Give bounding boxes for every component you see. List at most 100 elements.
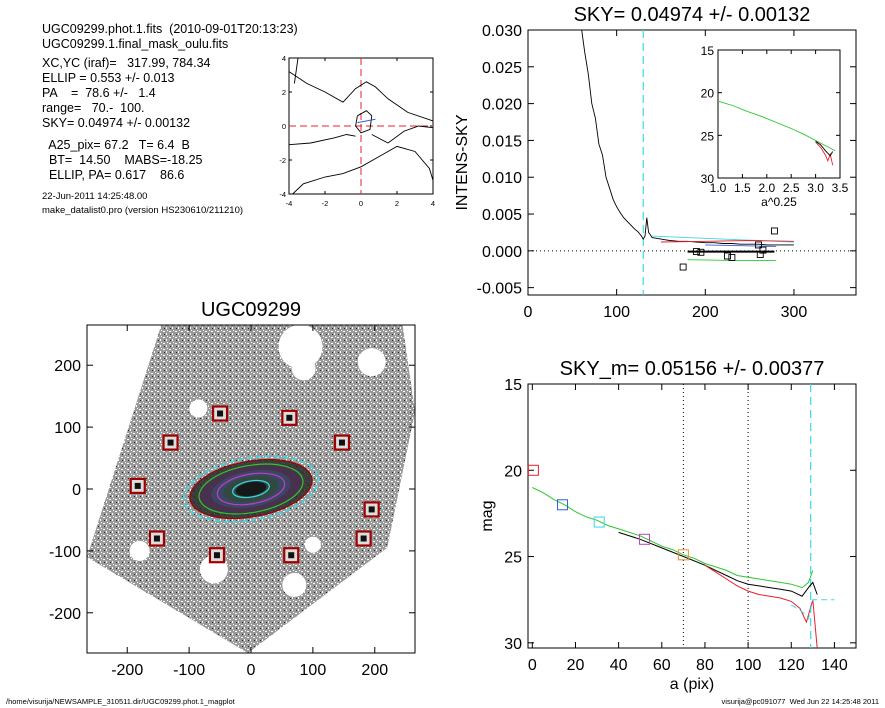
inset-series-green (717, 100, 836, 152)
sky-y-tick-label: 0.005 (482, 207, 522, 224)
sky-point-box (728, 254, 736, 261)
info-line: PA = 78.6 +/- 1.4 (42, 86, 156, 100)
image-mask-hole (189, 399, 208, 418)
sky-series-blue (705, 244, 777, 247)
mag-series-red (704, 564, 818, 648)
mag-x-tick-label: 140 (821, 657, 848, 674)
mag-x-tick-label: 80 (696, 657, 714, 674)
mag-x-tick-label: 20 (567, 657, 585, 674)
info-line: BT= 14.50 MABS=-18.25 (42, 153, 203, 167)
mag-x-tick-label: 60 (653, 657, 671, 674)
mag-series-cyan (791, 599, 835, 620)
sky-y-tick-label: 0.000 (482, 244, 522, 261)
info-program: make_datalist0.pro (version HS230610/211… (42, 205, 244, 216)
sky-title: SKY= 0.04974 +/- 0.00132 (574, 4, 811, 26)
mag-point-box (527, 464, 539, 476)
inset-x-tick-label: 2.5 (783, 181, 800, 195)
inset-x-tick-label: 3.0 (807, 181, 824, 195)
mag-ylabel: mag (479, 500, 496, 531)
sky-frame (527, 29, 857, 296)
contour-line (292, 145, 434, 195)
mag-x-tick-label: 120 (778, 657, 805, 674)
image-y-tick-label: 100 (54, 420, 81, 437)
sky-x-tick-label: 100 (603, 304, 630, 321)
contour-line (371, 125, 434, 144)
mag-title: SKY_m= 0.05156 +/- 0.00377 (560, 358, 825, 380)
sky-point-box (759, 246, 767, 254)
info-line: ELLIP = 0.553 +/- 0.013 (42, 71, 175, 85)
image-y-tick-label: -200 (49, 606, 81, 623)
mag-y-tick-label: 30 (504, 636, 522, 653)
sky-x-tick-label: 300 (781, 304, 808, 321)
inset-y-tick-label: 25 (701, 129, 715, 143)
info-line: UGC09299.phot.1.fits (2010-09-01T20:13:2… (42, 22, 298, 36)
star-core (213, 552, 220, 559)
info-line: ELLIP, PA= 0.617 86.6 (42, 168, 185, 182)
image-mask-hole (129, 540, 150, 561)
star-core (167, 439, 174, 446)
info-line: SKY= 0.04974 +/- 0.00132 (42, 116, 191, 130)
inset-x-tick-label: 2.0 (758, 181, 775, 195)
image-mask-hole (282, 572, 307, 597)
star-core (153, 535, 160, 542)
sky-point-box (679, 263, 687, 271)
contour-y-tick-label: -4 (279, 190, 286, 199)
image-mask-hole (291, 356, 316, 381)
contour-y-tick-label: 0 (282, 122, 286, 131)
isophote-ellipse (216, 472, 286, 506)
contour-line (293, 57, 299, 84)
star-core (360, 535, 367, 542)
sky-y-tick-label: 0.020 (482, 97, 522, 114)
sky-point-box (724, 252, 731, 260)
mag-point-box (677, 549, 689, 561)
inset-y-tick-label: 30 (701, 172, 715, 186)
isophote-ellipse (232, 479, 270, 499)
inset-y-tick-label: 20 (701, 87, 715, 101)
contour-y-tick-label: -2 (279, 156, 286, 165)
inset-y-tick-label: 15 (701, 44, 715, 58)
image-mask-hole (278, 325, 323, 369)
image-x-tick-label: -100 (173, 662, 205, 679)
inset-xlabel: a^0.25 (761, 195, 797, 209)
sky-y-tick-label: 0.015 (482, 133, 522, 150)
image-mask-hole (357, 348, 386, 377)
contour-x-tick-label: -2 (322, 199, 329, 208)
inset-series-black (815, 140, 834, 157)
sky-y-tick-label: 0.025 (482, 60, 522, 77)
image-y-tick-label: 200 (54, 358, 81, 375)
contour-x-tick-label: 0 (359, 199, 363, 208)
mag-x-tick-label: 40 (610, 657, 628, 674)
sky-point-box (692, 248, 700, 256)
inset-x-tick-label: 1.0 (710, 181, 727, 195)
isophote-ellipse (189, 458, 313, 520)
sky-series-black (581, 30, 794, 246)
image-title: UGC09299 (201, 299, 301, 321)
footer-path: /home/visurija/NEWSAMPLE_310511.dir/UGC0… (6, 697, 235, 706)
mag-frame (527, 383, 857, 649)
mag-y-tick-label: 25 (504, 550, 522, 567)
contour-y-tick-label: 2 (282, 88, 286, 97)
star-core (134, 482, 141, 489)
contour-y-tick-label: 4 (282, 54, 286, 63)
sky-x-tick-label: 200 (692, 304, 719, 321)
mag-series-black (618, 531, 818, 597)
image-x-tick-label: 200 (361, 662, 388, 679)
mag-y-tick-label: 20 (504, 463, 522, 480)
image-x-tick-label: 100 (300, 662, 327, 679)
info-date: 22-Jun-2011 14:25:48.00 (42, 191, 148, 202)
image-y-tick-label: -100 (49, 544, 81, 561)
sky-point-box (697, 248, 705, 256)
mag-x-tick-label: 0 (528, 657, 537, 674)
mag-point-box (593, 516, 605, 528)
contour-line (288, 134, 356, 146)
mag-y-tick-label: 15 (504, 377, 522, 394)
mag-xlabel: a (pix) (670, 676, 714, 693)
mag-point-box (557, 499, 569, 511)
star-core (217, 410, 224, 417)
mag-series-green (532, 487, 814, 589)
galaxy (182, 455, 320, 523)
star-core (288, 552, 295, 559)
contour-x-tick-label: -4 (286, 199, 293, 208)
star-core (286, 414, 293, 421)
